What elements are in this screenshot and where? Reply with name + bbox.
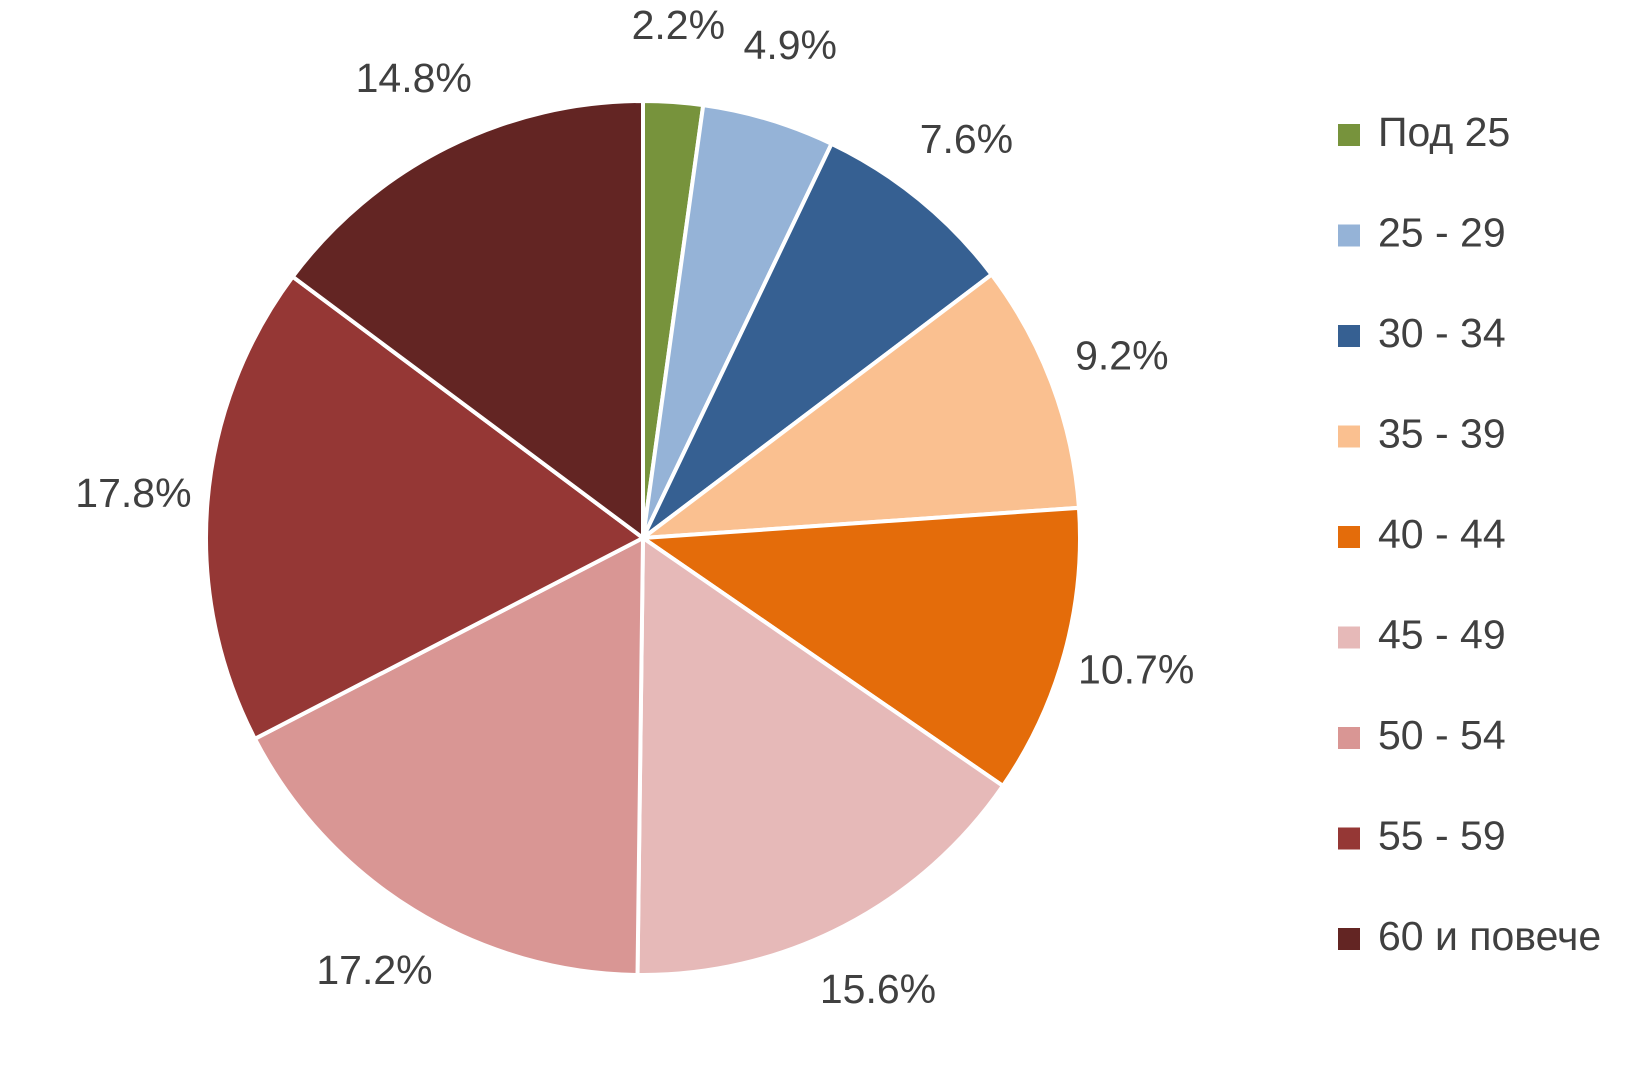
legend-marker (1338, 727, 1360, 749)
legend-marker (1338, 526, 1360, 548)
legend-marker (1338, 425, 1360, 448)
data-label: 7.6% (920, 116, 1013, 162)
legend-label: 50 - 54 (1378, 712, 1506, 758)
legend-marker (1338, 928, 1360, 950)
data-label: 17.8% (75, 470, 191, 516)
data-label: 17.2% (316, 947, 432, 993)
pie-slice (204, 273, 647, 742)
legend-marker (1338, 325, 1360, 347)
legend-marker (1338, 124, 1360, 146)
pie-slice (289, 98, 645, 542)
legend-label: 30 - 34 (1378, 310, 1506, 356)
data-label: 2.2% (632, 2, 725, 48)
data-label: 4.9% (744, 22, 837, 68)
data-label: 9.2% (1075, 333, 1168, 379)
data-label: 10.7% (1078, 647, 1194, 693)
pie-slice (635, 534, 1006, 977)
pie-slice (252, 534, 646, 977)
legend-label: 25 - 29 (1378, 209, 1506, 255)
data-label: 14.8% (356, 55, 472, 101)
legend-label: 55 - 59 (1378, 812, 1506, 858)
legend-label: 40 - 44 (1378, 511, 1506, 557)
legend-marker (1338, 224, 1360, 247)
pie-slice (641, 141, 995, 540)
legend-label: Под 25 (1378, 109, 1510, 155)
legend-label: 35 - 39 (1378, 410, 1506, 456)
legend-marker (1338, 626, 1360, 649)
legend-label: 60 и повече (1378, 913, 1601, 959)
legend-marker (1338, 827, 1360, 850)
pie-slice (637, 505, 1082, 789)
data-label: 15.6% (820, 966, 936, 1012)
pie-slice (636, 271, 1082, 541)
legend-label: 45 - 49 (1378, 611, 1506, 657)
